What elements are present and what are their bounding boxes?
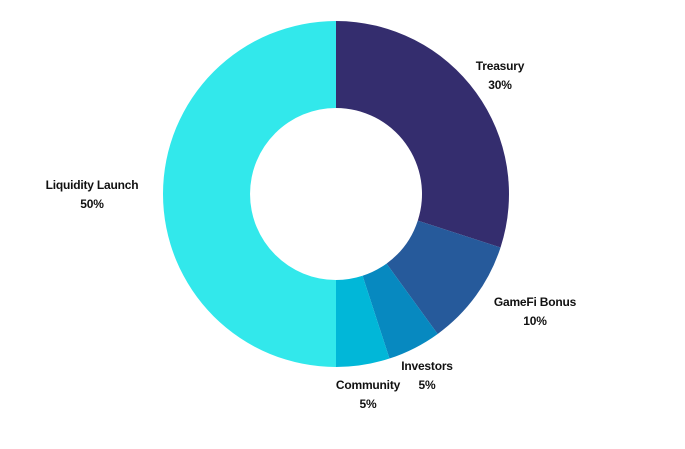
slice-gamefi-bonus bbox=[386, 220, 501, 334]
slice-community bbox=[336, 275, 390, 367]
label-investors: Investors bbox=[401, 359, 453, 373]
value-label-community: 5% bbox=[360, 397, 377, 411]
slice-investors bbox=[362, 263, 438, 359]
slice-treasury bbox=[336, 21, 510, 248]
slice-liquidity-launch bbox=[163, 21, 336, 367]
donut-slices bbox=[163, 21, 510, 367]
value-label-gamefi-bonus: 10% bbox=[523, 314, 547, 328]
value-label-investors: 5% bbox=[419, 378, 436, 392]
label-gamefi-bonus: GameFi Bonus bbox=[494, 295, 577, 309]
value-label-liquidity-launch: 50% bbox=[80, 197, 104, 211]
label-community: Community bbox=[336, 378, 401, 392]
value-label-treasury: 30% bbox=[488, 78, 512, 92]
donut-labels: Treasury 30% GameFi Bonus 10% Investors 5% Com… bbox=[46, 59, 577, 411]
label-liquidity-launch: Liquidity Launch bbox=[46, 178, 139, 192]
label-treasury: Treasury bbox=[476, 59, 525, 73]
